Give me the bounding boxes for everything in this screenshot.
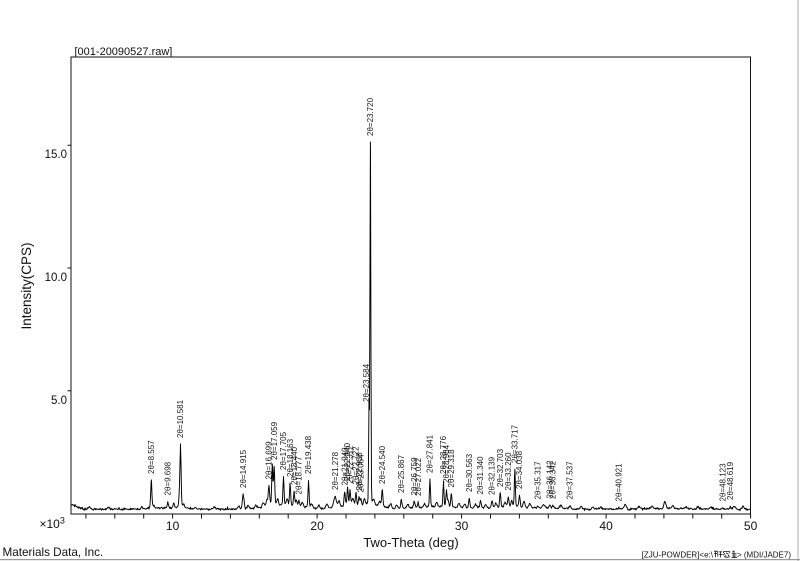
svg-text:50: 50 bbox=[744, 519, 758, 533]
svg-text:2θ=32.139: 2θ=32.139 bbox=[488, 456, 497, 495]
svg-text:40: 40 bbox=[599, 519, 613, 533]
svg-text:2θ=16.699: 2θ=16.699 bbox=[265, 441, 274, 480]
svg-text:Two-Theta (deg): Two-Theta (deg) bbox=[363, 535, 458, 550]
svg-text:2θ=10.581: 2θ=10.581 bbox=[176, 399, 185, 438]
svg-text:> (MDI/JADE7): > (MDI/JADE7) bbox=[737, 551, 791, 560]
svg-text:15.0: 15.0 bbox=[45, 149, 67, 161]
svg-text:5.0: 5.0 bbox=[51, 395, 67, 407]
svg-text:2θ=22.722: 2θ=22.722 bbox=[352, 446, 361, 485]
svg-text:2θ=9.698: 2θ=9.698 bbox=[163, 461, 172, 495]
svg-text:2θ=22.312: 2θ=22.312 bbox=[346, 445, 355, 484]
svg-text:2θ=28.984: 2θ=28.984 bbox=[442, 444, 451, 483]
svg-text:2θ=28.776: 2θ=28.776 bbox=[439, 435, 448, 474]
svg-text:10.0: 10.0 bbox=[45, 272, 67, 284]
svg-text:2θ=18.163: 2θ=18.163 bbox=[286, 438, 295, 477]
svg-text:2θ=40.921: 2θ=40.921 bbox=[615, 463, 624, 502]
svg-text:2θ=48.123: 2θ=48.123 bbox=[719, 463, 728, 502]
svg-text:2θ=19.438: 2θ=19.438 bbox=[304, 435, 313, 474]
svg-text:2θ=27.022: 2θ=27.022 bbox=[414, 457, 423, 496]
svg-text:[001-20090527.raw]: [001-20090527.raw] bbox=[75, 46, 173, 58]
svg-text:2θ=37.537: 2θ=37.537 bbox=[566, 461, 575, 500]
svg-text:2θ=34.038: 2θ=34.038 bbox=[515, 450, 524, 489]
svg-text:2θ=33.260: 2θ=33.260 bbox=[504, 452, 513, 491]
svg-text:2θ=17.705: 2θ=17.705 bbox=[279, 431, 288, 470]
svg-text:2θ=36.142: 2θ=36.142 bbox=[546, 460, 555, 499]
svg-text:30: 30 bbox=[455, 519, 469, 533]
svg-text:2θ=24.540: 2θ=24.540 bbox=[378, 445, 387, 484]
svg-text:2θ=18.440: 2θ=18.440 bbox=[290, 446, 299, 485]
svg-text:Materials Data, Inc.: Materials Data, Inc. bbox=[3, 546, 104, 559]
svg-text:2θ=22.140: 2θ=22.140 bbox=[343, 442, 352, 481]
svg-text:2θ=21.940: 2θ=21.940 bbox=[340, 447, 349, 486]
svg-text:20: 20 bbox=[310, 519, 324, 533]
svg-text:2θ=22.938: 2θ=22.938 bbox=[355, 452, 364, 491]
svg-text:2θ=30.563: 2θ=30.563 bbox=[465, 453, 474, 492]
svg-text:×103: ×103 bbox=[40, 516, 65, 532]
svg-text:2θ=23.064: 2θ=23.064 bbox=[357, 454, 366, 493]
svg-text:2θ=26.759: 2θ=26.759 bbox=[410, 457, 419, 496]
svg-text:2θ=25.867: 2θ=25.867 bbox=[397, 454, 406, 493]
svg-text:10: 10 bbox=[166, 519, 180, 533]
svg-text:Intensity(CPS): Intensity(CPS) bbox=[19, 242, 34, 329]
svg-text:2θ=48.619: 2θ=48.619 bbox=[726, 461, 735, 500]
svg-text:2θ=31.340: 2θ=31.340 bbox=[476, 456, 485, 495]
svg-text:2θ=33.717: 2θ=33.717 bbox=[511, 424, 520, 463]
svg-text:2θ=21.278: 2θ=21.278 bbox=[331, 451, 340, 490]
svg-text:2θ=27.841: 2θ=27.841 bbox=[426, 434, 435, 473]
svg-text:2θ=35.317: 2θ=35.317 bbox=[534, 461, 543, 500]
svg-text:[ZJU-POWDER]<e:\: [ZJU-POWDER]<e:\ bbox=[642, 551, 714, 560]
svg-text:2θ=32.703: 2θ=32.703 bbox=[496, 448, 505, 487]
svg-text:2θ=18.777: 2θ=18.777 bbox=[295, 456, 304, 495]
svg-text:2θ=23.584: 2θ=23.584 bbox=[362, 363, 371, 402]
svg-text:2θ=17.059: 2θ=17.059 bbox=[270, 421, 279, 460]
svg-text:2θ=36.342: 2θ=36.342 bbox=[548, 460, 557, 499]
svg-text:2θ=23.720: 2θ=23.720 bbox=[366, 97, 375, 136]
svg-text:2θ=8.557: 2θ=8.557 bbox=[147, 440, 156, 474]
svg-text:2θ=14.915: 2θ=14.915 bbox=[239, 449, 248, 488]
svg-text:2θ=29.318: 2θ=29.318 bbox=[447, 449, 456, 488]
